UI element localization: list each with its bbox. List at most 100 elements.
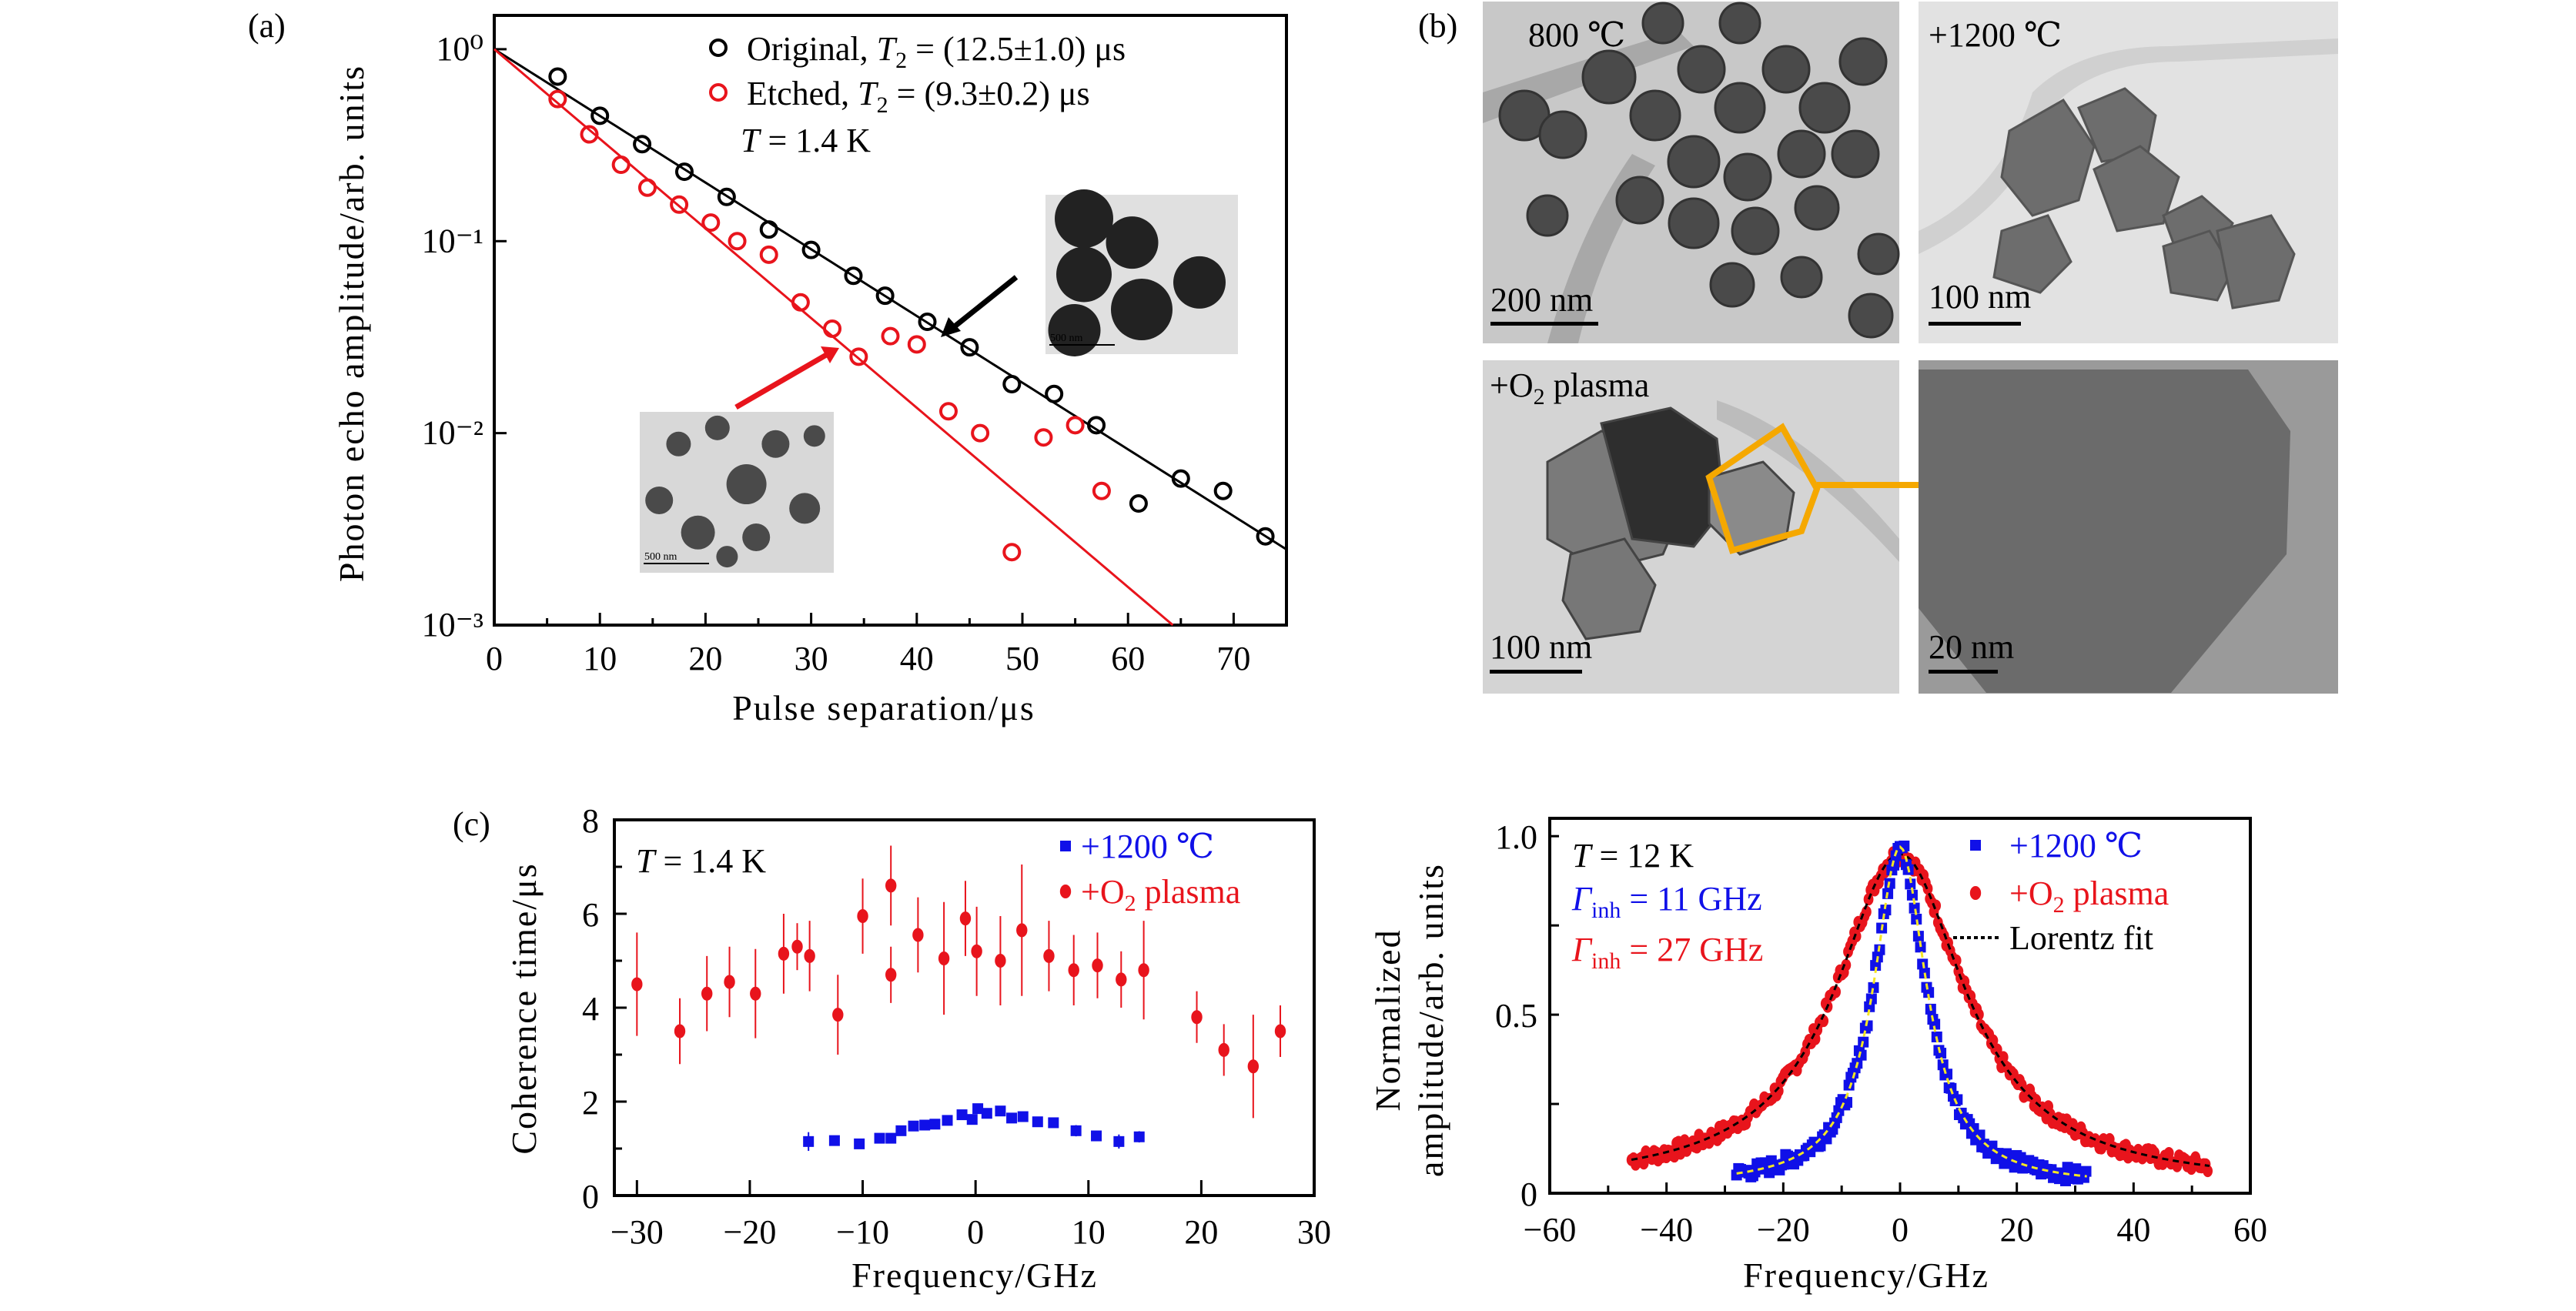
legend-marker <box>1970 840 1981 851</box>
legend-entry: +O2 plasma <box>2009 875 2169 918</box>
data-point <box>1256 527 1275 546</box>
y-tick-label: 10⁰ <box>436 30 483 68</box>
data-point <box>1017 1111 1029 1122</box>
data-point <box>938 402 958 421</box>
data-point <box>823 319 842 338</box>
legend-marker <box>1059 885 1072 898</box>
chart-a-photon-echo: 0 10 20 30 40 50 60 70 10⁰ 10⁻¹ 10⁻² 10⁻³ Pulse sepa… <box>332 14 1288 727</box>
x-tick-label: 40 <box>900 640 934 677</box>
legend-entry-lorentz-fit: Lorentz fit <box>2009 919 2153 957</box>
data-point <box>875 286 895 306</box>
data-point <box>918 313 937 332</box>
y-tick-label: 2 <box>582 1084 599 1122</box>
x-tick-label: 70 <box>1216 640 1250 677</box>
x-tick-label: 30 <box>795 640 828 677</box>
chart-c-coherence-time: −30 −20 −10 0 10 20 30 0 2 4 6 8 Frequency/GHz Cohere… <box>504 802 1331 1295</box>
x-tick-label: −60 <box>1524 1211 1577 1249</box>
fit-line-etched <box>493 48 1174 627</box>
data-point <box>803 1135 815 1147</box>
chart-c-normalized-amplitude: −60 −40 −20 0 20 40 60 0 0.5 1.0 Frequency/GHz Norm… <box>1368 817 2267 1295</box>
legend-entry: +1200 ℃ <box>2009 827 2143 865</box>
y-tick-label: 0.5 <box>1495 997 1537 1035</box>
tem-inset-original: 500 nm <box>1045 189 1238 356</box>
data-point <box>1087 416 1106 435</box>
x-tick-label: 0 <box>1892 1211 1909 1249</box>
data-point <box>750 986 761 1001</box>
tem-label-O2-plasma: +O2 plasma <box>1490 366 1649 410</box>
data-point <box>959 911 972 926</box>
data-point <box>908 1120 919 1132</box>
data-point <box>670 195 689 214</box>
data-point <box>971 944 982 958</box>
data-point <box>972 1103 984 1115</box>
data-point <box>674 1024 686 1038</box>
particle <box>1106 216 1159 269</box>
particle <box>761 430 790 458</box>
data-point <box>885 1132 897 1144</box>
data-point <box>885 878 897 893</box>
data-point <box>759 220 778 239</box>
data-point <box>1973 1008 1984 1021</box>
data-point <box>1865 993 1877 1005</box>
data-point <box>1880 905 1892 916</box>
data-point <box>942 1115 953 1126</box>
y-tick-label: 0 <box>1521 1176 1537 1213</box>
data-point <box>1092 481 1111 500</box>
x-tick-label: −40 <box>1640 1211 1693 1249</box>
data-point <box>874 1132 885 1144</box>
data-point <box>857 909 868 924</box>
data-point <box>728 232 747 251</box>
data-point <box>674 162 694 182</box>
legend-marker <box>709 38 728 57</box>
x-tick-label: −30 <box>611 1213 664 1251</box>
legend-entry-etched: Etched, T2 = (9.3±0.2) μs <box>747 75 1090 118</box>
data-point <box>849 347 868 366</box>
data-point <box>1129 494 1148 513</box>
data-point <box>1937 1059 1949 1071</box>
data-point <box>1931 899 1942 912</box>
data-point <box>791 939 803 954</box>
x-tick-label: 50 <box>1005 640 1039 677</box>
tem-inset-etched: 500 nm <box>640 412 834 573</box>
x-tick-label: 0 <box>486 640 503 677</box>
scale-bar-label: 500 nm <box>1050 333 1083 344</box>
x-tick-label: 20 <box>688 640 722 677</box>
linewidth-annotation: Γinh = 11 GHz <box>1571 880 1762 923</box>
temperature-annotation: T = 1.4 K <box>741 122 871 159</box>
scale-bar-label: 20 nm <box>1929 628 2014 666</box>
data-point <box>995 954 1006 968</box>
data-point <box>2080 1166 2092 1177</box>
data-point <box>548 67 567 86</box>
data-point <box>611 156 631 175</box>
legend-entry: +1200 ℃ <box>1081 828 1214 865</box>
y-tick-label: 10⁻² <box>422 414 483 452</box>
data-point <box>885 968 897 982</box>
legend-marker <box>709 83 728 102</box>
scale-bar-label: 500 nm <box>644 551 677 563</box>
legend-entry-original: Original, T2 = (12.5±1.0) μs <box>747 30 1126 73</box>
data-point <box>548 89 567 109</box>
particle <box>803 425 825 447</box>
data-point <box>1868 982 1879 993</box>
panel-label-c: (c) <box>453 805 490 843</box>
data-point <box>1032 1116 1043 1128</box>
x-tick-label: −20 <box>724 1213 777 1251</box>
particle <box>1111 279 1173 341</box>
data-point <box>844 266 863 286</box>
particle <box>789 493 821 524</box>
data-point <box>1002 374 1022 393</box>
y-axis-label: Coherence time/μs <box>504 862 544 1154</box>
data-point <box>1923 987 1935 998</box>
data-point <box>1870 960 1882 972</box>
data-point <box>2009 1162 2020 1173</box>
data-point <box>801 240 821 259</box>
scale-bar-label: 100 nm <box>1490 628 1592 666</box>
data-point <box>981 1108 992 1119</box>
particle <box>645 486 674 514</box>
data-point <box>1974 1129 1986 1141</box>
data-point <box>1045 384 1064 403</box>
data-point <box>1043 948 1055 963</box>
tem-image-1200C: 100 nm +1200 ℃ <box>1919 2 2338 343</box>
data-point <box>1841 1097 1852 1109</box>
